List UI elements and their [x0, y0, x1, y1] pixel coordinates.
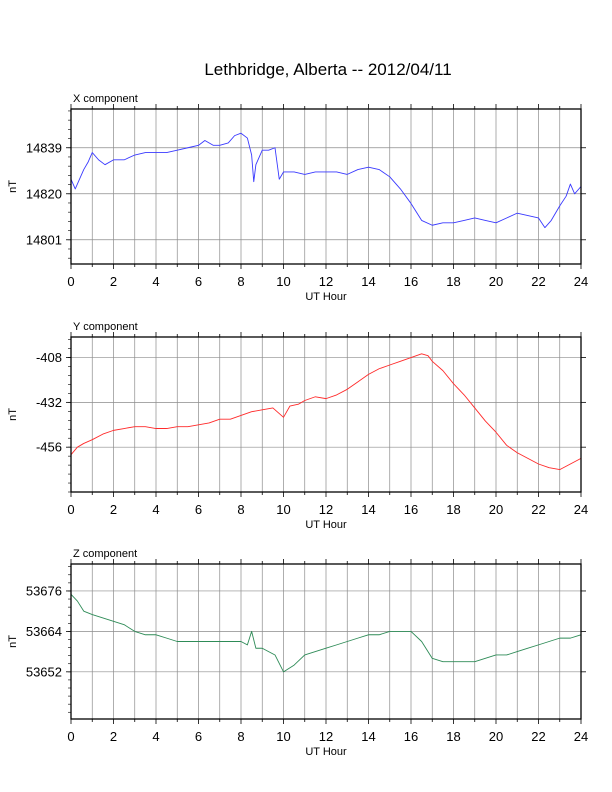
y-tick-label-x-1: 14820 [26, 186, 62, 201]
series-line-z [70, 594, 582, 673]
x-tick-label-z-10: 20 [489, 729, 503, 744]
x-tick-label-y-9: 18 [446, 502, 460, 517]
x-tick-label-x-6: 12 [319, 274, 333, 289]
x-tick-label-x-4: 8 [237, 274, 244, 289]
x-tick-label-x-2: 4 [152, 274, 159, 289]
y-tick-label-x-2: 14839 [26, 140, 62, 155]
x-tick-label-x-5: 10 [276, 274, 290, 289]
panel-z-label: Z component [73, 548, 137, 560]
x-tick-label-y-12: 24 [574, 502, 588, 517]
figure-title: Lethbridge, Alberta -- 2012/04/11 [204, 60, 451, 79]
y-tick-label-z-1: 53664 [26, 624, 62, 639]
x-tick-label-x-10: 20 [489, 274, 503, 289]
panel-y-label: Y component [73, 321, 138, 333]
x-tick-label-y-4: 8 [237, 502, 244, 517]
x-tick-label-y-0: 0 [67, 502, 74, 517]
x-tick-label-z-6: 12 [319, 729, 333, 744]
plot-frame-y [70, 336, 582, 493]
x-tick-label-y-5: 10 [276, 502, 290, 517]
x-tick-label-z-12: 24 [574, 729, 588, 744]
x-tick-label-y-6: 12 [319, 502, 333, 517]
x-axis-label-y: UT Hour [305, 519, 347, 531]
x-tick-label-x-12: 24 [574, 274, 588, 289]
x-tick-label-z-8: 16 [404, 729, 418, 744]
x-axis-label-z: UT Hour [305, 746, 347, 758]
x-tick-label-x-1: 2 [110, 274, 117, 289]
x-tick-label-z-7: 14 [361, 729, 375, 744]
x-tick-label-y-11: 22 [531, 502, 545, 517]
y-tick-label-z-0: 53652 [26, 664, 62, 679]
x-tick-label-x-8: 16 [404, 274, 418, 289]
x-tick-label-x-9: 18 [446, 274, 460, 289]
x-tick-label-z-2: 4 [152, 729, 159, 744]
x-tick-label-z-11: 22 [531, 729, 545, 744]
x-axis-label-x: UT Hour [305, 291, 347, 303]
x-tick-label-z-0: 0 [67, 729, 74, 744]
x-tick-label-y-10: 20 [489, 502, 503, 517]
x-tick-label-x-0: 0 [67, 274, 74, 289]
x-tick-label-x-7: 14 [361, 274, 375, 289]
x-tick-label-y-1: 2 [110, 502, 117, 517]
x-tick-label-z-3: 6 [195, 729, 202, 744]
x-tick-label-z-4: 8 [237, 729, 244, 744]
x-tick-label-y-8: 16 [404, 502, 418, 517]
y-tick-label-y-1: -432 [36, 395, 62, 410]
x-tick-label-z-1: 2 [110, 729, 117, 744]
x-tick-label-y-3: 6 [195, 502, 202, 517]
y-tick-label-z-2: 53676 [26, 583, 62, 598]
plot-frame-z [70, 563, 582, 720]
y-axis-label-x: nT [7, 180, 19, 193]
y-tick-label-y-0: -408 [36, 350, 62, 365]
x-tick-label-y-2: 4 [152, 502, 159, 517]
plot-frame-x [70, 108, 582, 265]
series-line-x [70, 132, 582, 229]
y-tick-label-x-0: 14801 [26, 232, 62, 247]
x-tick-label-x-11: 22 [531, 274, 545, 289]
y-tick-label-y-2: -456 [36, 440, 62, 455]
y-axis-label-y: nT [7, 408, 19, 421]
x-tick-label-z-9: 18 [446, 729, 460, 744]
x-tick-label-y-7: 14 [361, 502, 375, 517]
panel-x-label: X component [73, 93, 138, 105]
series-line-y [70, 353, 582, 471]
x-tick-label-x-3: 6 [195, 274, 202, 289]
x-tick-label-z-5: 10 [276, 729, 290, 744]
y-axis-label-z: nT [7, 635, 19, 648]
